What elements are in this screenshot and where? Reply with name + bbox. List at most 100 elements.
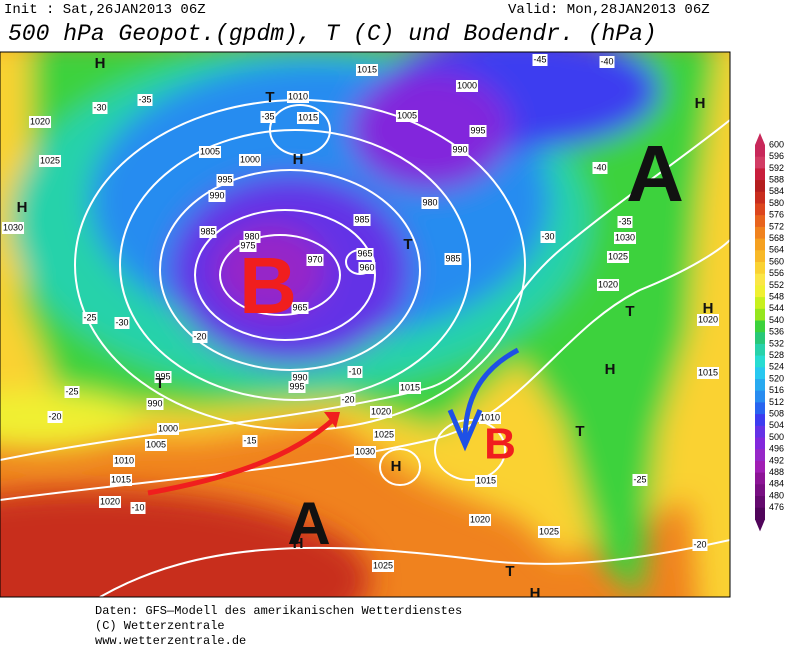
contour-label: -10	[348, 366, 361, 376]
contour-label: 1015	[698, 367, 718, 377]
colorbar-label: 568	[769, 233, 784, 243]
pressure-symbol: H	[605, 361, 616, 378]
contour-label-box	[288, 381, 306, 393]
colorbar-label: 564	[769, 245, 784, 255]
contour-label: 1005	[200, 146, 220, 156]
contour-label-box	[286, 91, 310, 103]
colorbar-swatch	[755, 332, 765, 345]
colorbar-swatch	[755, 145, 765, 158]
contour-label: 1010	[114, 455, 134, 465]
contour-label-box	[540, 231, 556, 243]
colorbar-swatch	[755, 320, 765, 333]
contour-label-box	[599, 56, 615, 68]
contour-label-box	[592, 162, 608, 174]
colorbar-label: 500	[769, 432, 784, 442]
contour-label: 985	[445, 253, 460, 263]
pressure-symbol: H	[703, 300, 714, 317]
pressure-symbol: H	[17, 199, 28, 216]
colorbar-swatch	[755, 379, 765, 392]
contour-label: 995	[470, 125, 485, 135]
pressure-symbol: T	[575, 423, 584, 440]
contour-label: -10	[131, 502, 144, 512]
contour-label-box	[92, 102, 108, 114]
colorbar-label: 524	[769, 362, 784, 372]
contour-label: 1005	[146, 439, 166, 449]
colorbar-label: 520	[769, 373, 784, 383]
contour-label-box	[632, 474, 648, 486]
contour-label-box	[239, 240, 257, 252]
colorbar-swatch	[755, 402, 765, 415]
contour-label: 990	[452, 144, 467, 154]
contour-label-box	[242, 435, 258, 447]
colorbar-swatch	[755, 250, 765, 263]
colorbar-label: 596	[769, 151, 784, 161]
contour-label-box	[371, 560, 395, 572]
colorbar-swatch	[755, 180, 765, 193]
colorbar-label: 492	[769, 455, 784, 465]
colorbar-swatch	[755, 414, 765, 427]
contour-label: -35	[618, 216, 631, 226]
contour-label-box	[358, 262, 376, 274]
pressure-system: B	[239, 241, 297, 330]
colorbar-cap	[755, 519, 765, 532]
contour-label: -25	[633, 474, 646, 484]
contour-label-box	[306, 254, 324, 266]
contour-label: 1025	[40, 155, 60, 165]
contour-label-box	[38, 155, 62, 167]
contour-label: 995	[289, 381, 304, 391]
footer-line: www.wetterzentrale.de	[95, 634, 246, 648]
contour-label-box	[340, 394, 356, 406]
colorbar-label: 476	[769, 502, 784, 512]
colorbar-label: 536	[769, 327, 784, 337]
colorbar-swatch	[755, 355, 765, 368]
contour-label: 1025	[608, 251, 628, 261]
pressure-symbol: T	[155, 375, 164, 392]
colorbar-swatch	[755, 156, 765, 169]
contour-label-box	[398, 382, 422, 394]
contour-label-box	[64, 386, 80, 398]
contour-label-box	[208, 190, 226, 202]
contour-label: 1025	[374, 429, 394, 439]
contour-label: -35	[138, 94, 151, 104]
colorbar-label: 488	[769, 467, 784, 477]
contour-label: 1015	[400, 382, 420, 392]
contour-label: -40	[593, 162, 606, 172]
contour-label: 990	[292, 372, 307, 382]
contour-label: 980	[422, 197, 437, 207]
contour-label-box	[156, 423, 180, 435]
contour-label: 1030	[355, 446, 375, 456]
contour-label: 995	[155, 371, 170, 381]
contour-label: -20	[48, 411, 61, 421]
contour-label-box	[1, 222, 25, 234]
contour-label: -45	[533, 54, 546, 64]
contour-label: 1015	[476, 475, 496, 485]
colorbar-label: 540	[769, 315, 784, 325]
pressure-system: A	[626, 129, 684, 218]
contour-label-box	[356, 248, 374, 260]
map-frame	[0, 51, 731, 598]
contour-label: 1020	[598, 279, 618, 289]
contour-label: 985	[354, 214, 369, 224]
pressure-symbol: H	[293, 151, 304, 168]
contour-label-box	[296, 112, 320, 124]
contour-label-box	[28, 116, 52, 128]
contour-label-box	[260, 111, 276, 123]
colorbar-label: 532	[769, 338, 784, 348]
contour-label-box	[613, 232, 637, 244]
colorbar-swatch	[755, 507, 765, 520]
colorbar-label: 508	[769, 408, 784, 418]
contour-label-box	[468, 514, 492, 526]
colorbar-swatch	[755, 215, 765, 228]
contour-label: -25	[83, 312, 96, 322]
contour-label-box	[198, 146, 222, 158]
contour-label: 975	[240, 240, 255, 250]
red-arrow	[147, 416, 337, 496]
colorbar-label: 592	[769, 163, 784, 173]
contour-label-box	[537, 526, 561, 538]
colorbar-label: 512	[769, 397, 784, 407]
contour-label: 960	[359, 262, 374, 272]
contour-label: 1020	[30, 116, 50, 126]
contour-label: 1025	[373, 560, 393, 570]
contour-label-box	[144, 439, 168, 451]
